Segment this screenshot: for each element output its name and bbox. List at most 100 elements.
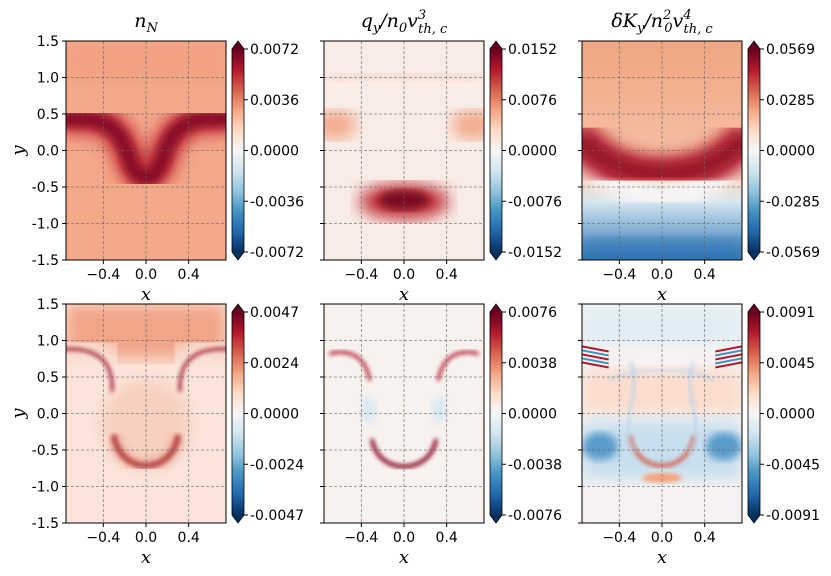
colorbar-tick-label: 0.0000	[766, 144, 815, 160]
colorbar-tick-label: -0.0152	[508, 245, 562, 261]
x-tick-label: 0.0	[135, 530, 157, 546]
column-title-2: δKy/n2 0v4 th, c	[611, 8, 713, 37]
colorbar: 0.0072 0.0036 0.0000 -0.0036 -0.0072	[231, 40, 304, 261]
x-tick-label: 0.0	[651, 267, 673, 283]
colorbar-gradient	[490, 312, 502, 515]
y-tick-label: 1.0	[37, 71, 59, 87]
colorbar-max-extension	[748, 304, 760, 312]
colorbar: 0.0569 0.0285 0.0000 -0.0285 -0.0569	[747, 40, 820, 261]
colorbar-max-extension	[490, 41, 502, 49]
colorbar-max-extension	[232, 304, 244, 312]
x-axis-label: x	[141, 547, 151, 568]
colorbar-tick-label: 0.0285	[766, 93, 815, 109]
x-axis-label: x	[399, 284, 409, 305]
x-tick-label: −0.4	[602, 267, 636, 283]
colorbar-max-extension	[232, 41, 244, 49]
shock-arc-left	[66, 347, 114, 392]
stripe-left	[582, 345, 609, 353]
stripe-left	[582, 361, 609, 369]
stripe-left	[582, 349, 609, 357]
colorbar-tick-label: 0.0000	[250, 144, 299, 160]
colorbar-tick-label: -0.0569	[766, 245, 820, 261]
y-axis-label: y	[8, 145, 29, 157]
stripe-right	[715, 349, 742, 357]
x-tick-label: 0.0	[651, 530, 673, 546]
colorbar-gradient	[748, 312, 760, 515]
y-tick-label: 0.5	[37, 370, 59, 386]
panel-0-0: −0.4 0.0 0.4 x 1.5 1.0 0.5 0.0 -0.5 -1.0 -1.5 y 0.00…	[8, 34, 304, 305]
colorbar-tick-label: 0.0000	[508, 407, 557, 423]
colorbar-tick-label: 0.0036	[250, 93, 299, 109]
colorbar-gradient	[748, 49, 760, 252]
colorbar-tick-label: 0.0072	[250, 42, 299, 58]
shock-arc-right	[178, 347, 226, 392]
y-tick-label: 1.0	[37, 334, 59, 350]
x-tick-label: 0.4	[178, 530, 200, 546]
colorbar-tick-label: -0.0076	[508, 508, 562, 524]
colorbar-tick-label: -0.0091	[766, 508, 820, 524]
y-tick-label: 1.5	[37, 297, 59, 313]
x-tick-label: 0.0	[393, 530, 415, 546]
colorbar-gradient	[232, 49, 244, 252]
stripe-left	[582, 357, 609, 365]
y-tick-label: -0.5	[32, 180, 59, 196]
x-tick-label: 0.4	[694, 267, 716, 283]
stripe-right	[715, 361, 742, 369]
colorbar-tick-label: 0.0000	[250, 407, 299, 423]
x-tick-label: −0.4	[86, 530, 120, 546]
colorbar-tick-label: -0.0285	[766, 194, 820, 210]
colorbar-tick-label: 0.0000	[508, 144, 557, 160]
y-tick-label: -1.5	[32, 516, 59, 532]
y-tick-label: -1.5	[32, 253, 59, 269]
colorbar-tick-label: -0.0072	[250, 245, 304, 261]
x-tick-label: 0.0	[135, 267, 157, 283]
panel-1-0: −0.4 0.0 0.4 x 1.5 1.0 0.5 0.0 -0.5 -1.0 -1.5 y 0.00…	[8, 297, 304, 568]
x-axis-label: x	[657, 284, 667, 305]
colorbar-tick-label: 0.0569	[766, 42, 815, 58]
y-tick-label: 0.0	[37, 144, 59, 160]
colorbar-min-extension	[748, 515, 760, 523]
colorbar-tick-label: -0.0038	[508, 457, 562, 473]
x-tick-label: 0.4	[178, 267, 200, 283]
colorbar-tick-label: 0.0047	[250, 305, 299, 321]
x-tick-label: 0.4	[436, 530, 458, 546]
colorbar: 0.0076 0.0038 0.0000 -0.0038 -0.0076	[489, 303, 562, 524]
colorbar-tick-label: 0.0152	[508, 42, 557, 58]
colorbar-min-extension	[748, 252, 760, 260]
x-tick-label: −0.4	[86, 267, 120, 283]
panel-0-2: −0.4 0.0 0.4 x 0.0569 0.0285 0.0000 -0.0285 -0.0…	[578, 40, 820, 305]
y-tick-label: 0.0	[37, 407, 59, 423]
colorbar-tick-label: 0.0000	[766, 407, 815, 423]
colorbar-tick-label: 0.0076	[508, 93, 557, 109]
panel-0-1: −0.4 0.0 0.4 x 0.0152 0.0076 0.0000 -0.0076 -0.0…	[320, 40, 562, 305]
colorbar-tick-label: -0.0045	[766, 457, 820, 473]
column-title-1: qy/n0v3 th, c	[361, 8, 448, 37]
colorbar: 0.0152 0.0076 0.0000 -0.0076 -0.0152	[489, 40, 562, 261]
colorbar-gradient	[490, 49, 502, 252]
y-tick-label: -0.5	[32, 443, 59, 459]
x-tick-label: 0.4	[694, 530, 716, 546]
stripe-right	[715, 345, 742, 353]
column-title-0: nN	[134, 10, 158, 36]
stripe-right	[715, 353, 742, 361]
colorbar-tick-label: 0.0024	[250, 356, 299, 372]
x-axis-label: x	[399, 547, 409, 568]
colorbar-max-extension	[490, 304, 502, 312]
x-axis-label: x	[141, 284, 151, 305]
colorbar-tick-label: -0.0047	[250, 508, 304, 524]
colorbar-max-extension	[748, 41, 760, 49]
shock-arc-left	[328, 350, 372, 381]
x-tick-label: 0.4	[436, 267, 458, 283]
colorbar-tick-label: -0.0024	[250, 457, 304, 473]
panel-1-2: −0.4 0.0 0.4 x 0.0091 0.0045 0.0000 -0.0045 -0.0…	[578, 303, 820, 568]
x-axis-label: x	[657, 547, 667, 568]
y-axis-label: y	[8, 408, 29, 420]
x-tick-label: −0.4	[344, 530, 378, 546]
y-tick-label: -1.0	[32, 480, 59, 496]
colorbar-min-extension	[232, 252, 244, 260]
panel-1-1: −0.4 0.0 0.4 x 0.0076 0.0038 0.0000 -0.0038 -0.0…	[320, 303, 562, 568]
x-tick-label: 0.0	[393, 267, 415, 283]
stripe-left	[582, 353, 609, 361]
stripe-right	[715, 357, 742, 365]
